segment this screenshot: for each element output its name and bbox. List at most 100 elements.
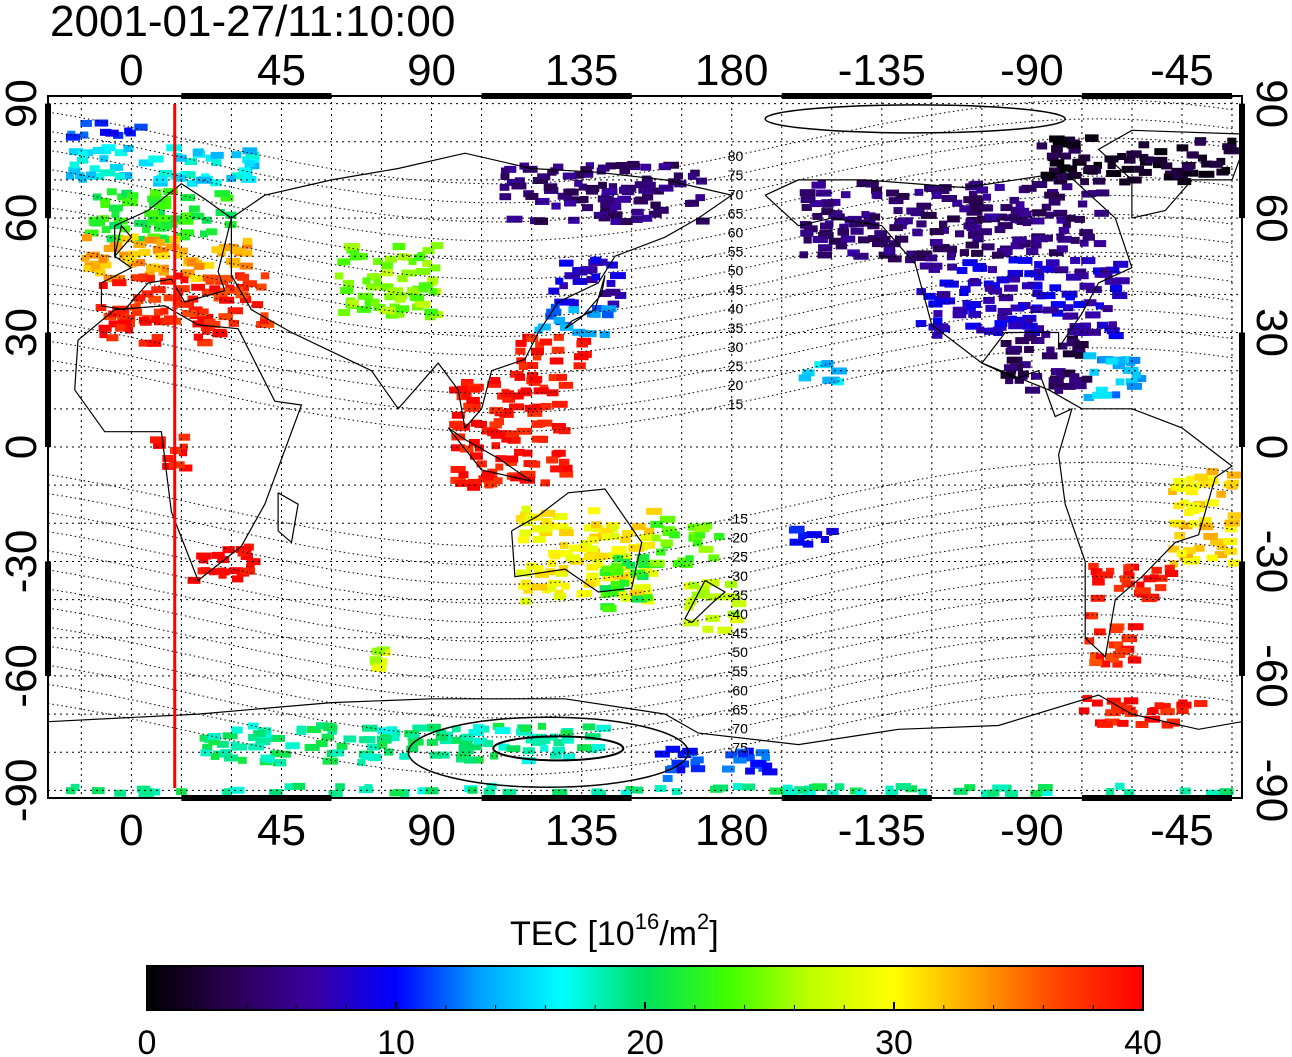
tec-pixel — [947, 263, 957, 271]
tec-pixel — [127, 192, 139, 200]
tec-pixel — [101, 144, 116, 152]
tec-pixel — [193, 333, 203, 341]
tec-pixel — [198, 556, 209, 564]
tec-pixel — [380, 283, 394, 291]
tec-pixel — [800, 196, 816, 204]
tec-pixel — [270, 750, 281, 758]
tec-pixel — [1090, 568, 1103, 576]
tec-pixel — [702, 625, 714, 633]
tec-pixel — [714, 533, 725, 541]
tec-pixel — [226, 257, 241, 265]
tec-pixel — [343, 735, 357, 743]
tec-pixel — [1032, 209, 1047, 217]
tec-pixel — [640, 583, 651, 591]
tec-pixel — [413, 254, 425, 262]
tec-pixel — [625, 561, 636, 569]
tec-pixel — [500, 167, 510, 175]
tec-pixel — [1156, 574, 1168, 582]
tec-pixel — [984, 284, 994, 292]
right-lat-label: 60 — [1247, 194, 1292, 243]
tec-pixel — [1136, 581, 1145, 589]
tec-pixel — [138, 248, 151, 256]
tec-pixel — [205, 228, 218, 236]
tec-pixel — [165, 243, 180, 251]
tec-pixel — [451, 725, 461, 733]
tec-pixel — [505, 455, 519, 463]
tec-pixel — [523, 586, 533, 594]
tec-pixel — [1030, 241, 1042, 249]
tec-pixel — [638, 186, 655, 194]
tec-pixel — [934, 295, 943, 303]
tec-pixel — [540, 402, 552, 410]
tec-pixel — [426, 738, 438, 746]
tec-region-southeast-asia — [449, 370, 574, 491]
tec-pixel — [229, 567, 244, 575]
frame-bar — [181, 93, 332, 99]
tec-pixel — [237, 273, 250, 281]
tec-pixel — [622, 558, 631, 566]
tec-pixel — [533, 420, 543, 428]
geomag-label: -75 — [728, 739, 748, 755]
tec-pixel — [491, 442, 501, 450]
tec-region-central-asia — [334, 242, 444, 321]
tec-pixel — [1130, 150, 1142, 158]
tec-pixel — [384, 748, 394, 756]
tec-pixel — [138, 316, 149, 324]
tec-pixel — [952, 311, 967, 319]
tec-pixel — [644, 569, 659, 577]
tec-pixel — [118, 172, 133, 180]
tec-pixel — [940, 226, 949, 234]
tec-pixel — [161, 223, 172, 231]
tec-pixel — [1227, 137, 1237, 145]
tec-pixel — [1190, 482, 1201, 490]
geomag-label: 25 — [728, 358, 744, 374]
tec-pixel — [540, 529, 553, 537]
tec-pixel — [226, 175, 236, 183]
tec-pixel — [931, 191, 942, 199]
tec-pixel — [422, 247, 435, 255]
tec-pixel — [853, 252, 869, 260]
tec-pixel — [515, 339, 527, 347]
tec-pixel — [1107, 162, 1116, 170]
tec-pixel — [1197, 154, 1208, 162]
tec-pixel — [1174, 532, 1185, 540]
tec-pixel — [972, 264, 988, 272]
tec-pixel — [463, 756, 477, 764]
tec-pixel — [811, 181, 826, 189]
tec-pixel — [607, 300, 620, 308]
tec-pixel — [1210, 538, 1224, 546]
tec-pixel — [306, 725, 322, 733]
tec-pixel — [1227, 512, 1242, 520]
tec-pixel — [534, 326, 543, 334]
tec-pixel — [534, 570, 550, 578]
tec-pixel — [487, 429, 500, 437]
tec-pixel — [427, 276, 439, 284]
tec-pixel — [162, 462, 174, 470]
tec-pixel — [857, 236, 870, 244]
tec-pixel — [1081, 257, 1096, 265]
tec-pixel — [568, 216, 580, 224]
tec-pixel — [1180, 499, 1189, 507]
tec-pixel — [987, 789, 1000, 797]
tec-pixel — [141, 290, 154, 298]
tec-pixel — [608, 211, 623, 219]
tec-pixel — [1206, 477, 1219, 485]
frame-bar — [1081, 93, 1232, 99]
tec-pixel — [659, 515, 676, 523]
tec-pixel — [1014, 316, 1026, 324]
tec-pixel — [559, 458, 570, 466]
tec-pixel — [1072, 345, 1086, 353]
tec-pixel — [1049, 159, 1060, 167]
tec-pixel — [186, 179, 198, 187]
tec-pixel — [482, 740, 494, 748]
tec-pixel — [240, 567, 256, 575]
tec-pixel — [1106, 567, 1115, 575]
tec-pixel — [371, 664, 387, 672]
tec-pixel — [174, 251, 186, 259]
tec-pixel — [1104, 155, 1119, 163]
tec-pixel — [1097, 391, 1112, 399]
tec-pixel — [1154, 148, 1168, 156]
tec-pixel — [888, 197, 904, 205]
bottom-lon-label: -45 — [1150, 806, 1214, 855]
tec-pixel — [613, 572, 629, 580]
